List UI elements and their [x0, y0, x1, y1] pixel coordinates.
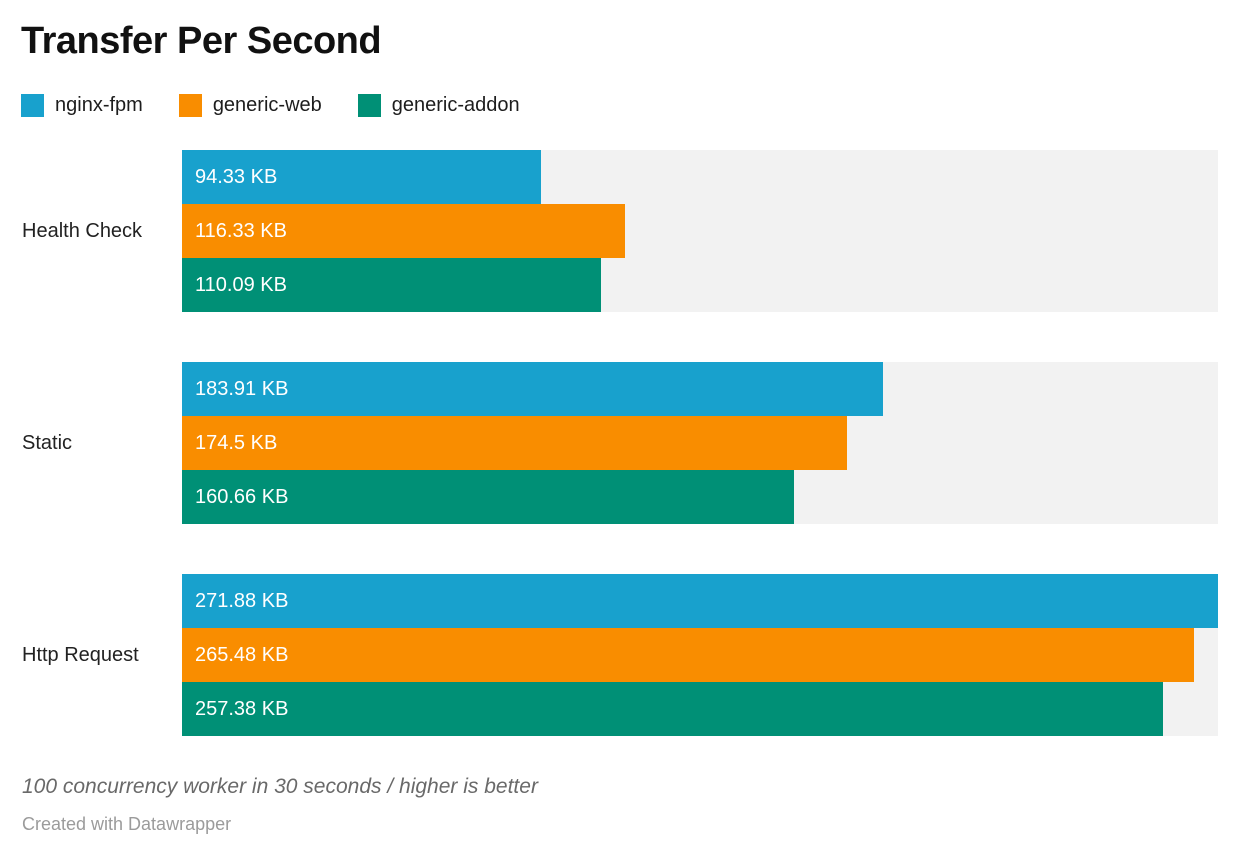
bar-value-label: 110.09 KB [195, 273, 287, 296]
bar-nginx-fpm-static: 183.91 KB [182, 362, 883, 416]
bar-track: 183.91 KB 174.5 KB 160.66 KB [182, 362, 1218, 524]
bar-row: 116.33 KB [182, 204, 1218, 258]
bar-value-label: 94.33 KB [195, 165, 278, 188]
category-label: Static [22, 431, 73, 454]
chart-note: 100 concurrency worker in 30 seconds / h… [22, 775, 538, 798]
bar-nginx-fpm-http-request: 271.88 KB [182, 574, 1218, 628]
bar-group-static: Static 183.91 KB 174.5 KB 160.66 KB [0, 362, 1240, 524]
legend-item-generic-addon: generic-addon [357, 94, 520, 117]
legend-swatch-generic-addon [357, 94, 381, 117]
bar-generic-web-health-check: 116.33 KB [182, 204, 626, 258]
bar-value-label: 265.48 KB [195, 643, 289, 666]
bar-row: 271.88 KB [182, 574, 1218, 628]
legend-label: nginx-fpm [55, 94, 143, 116]
bar-generic-web-static: 174.5 KB [182, 416, 847, 470]
bar-value-label: 257.38 KB [195, 697, 289, 720]
bar-value-label: 183.91 KB [195, 377, 289, 400]
bar-row: 94.33 KB [182, 150, 1218, 204]
bar-row: 110.09 KB [182, 258, 1218, 312]
bar-generic-addon-static: 160.66 KB [182, 470, 795, 524]
bar-row: 160.66 KB [182, 470, 1218, 524]
bar-value-label: 160.66 KB [195, 485, 289, 508]
legend-swatch-nginx-fpm [21, 94, 44, 117]
legend-label: generic-web [212, 94, 322, 116]
bar-row: 174.5 KB [182, 416, 1218, 470]
category-label: Http Request [22, 643, 139, 666]
bar-generic-addon-health-check: 110.09 KB [182, 258, 602, 312]
bar-group-http-request: Http Request 271.88 KB 265.48 KB 257.38 KB [0, 574, 1240, 736]
bar-value-label: 116.33 KB [195, 219, 287, 242]
legend-swatch-generic-web [178, 94, 202, 117]
bar-value-label: 174.5 KB [195, 431, 278, 454]
category-label: Health Check [22, 219, 143, 242]
legend: nginx-fpm generic-web generic-addon [21, 94, 520, 117]
datawrapper-credit: Created with Datawrapper [22, 814, 232, 834]
bar-nginx-fpm-health-check: 94.33 KB [182, 150, 542, 204]
legend-item-nginx-fpm: nginx-fpm [21, 94, 143, 117]
bar-group-health-check: Health Check 94.33 KB 116.33 KB 110.09 KB [0, 150, 1240, 312]
bar-generic-web-http-request: 265.48 KB [182, 628, 1194, 682]
bar-track: 271.88 KB 265.48 KB 257.38 KB [182, 574, 1218, 736]
legend-item-generic-web: generic-web [178, 94, 322, 117]
chart-title: Transfer Per Second [21, 20, 382, 62]
bar-track: 94.33 KB 116.33 KB 110.09 KB [182, 150, 1218, 312]
bar-generic-addon-http-request: 257.38 KB [182, 682, 1163, 736]
bar-row: 183.91 KB [182, 362, 1218, 416]
legend-label: generic-addon [391, 94, 520, 116]
bar-row: 257.38 KB [182, 682, 1218, 736]
bar-row: 265.48 KB [182, 628, 1218, 682]
plot-area: Health Check 94.33 KB 116.33 KB 110.09 KB St… [0, 150, 1240, 786]
bar-value-label: 271.88 KB [195, 589, 289, 612]
